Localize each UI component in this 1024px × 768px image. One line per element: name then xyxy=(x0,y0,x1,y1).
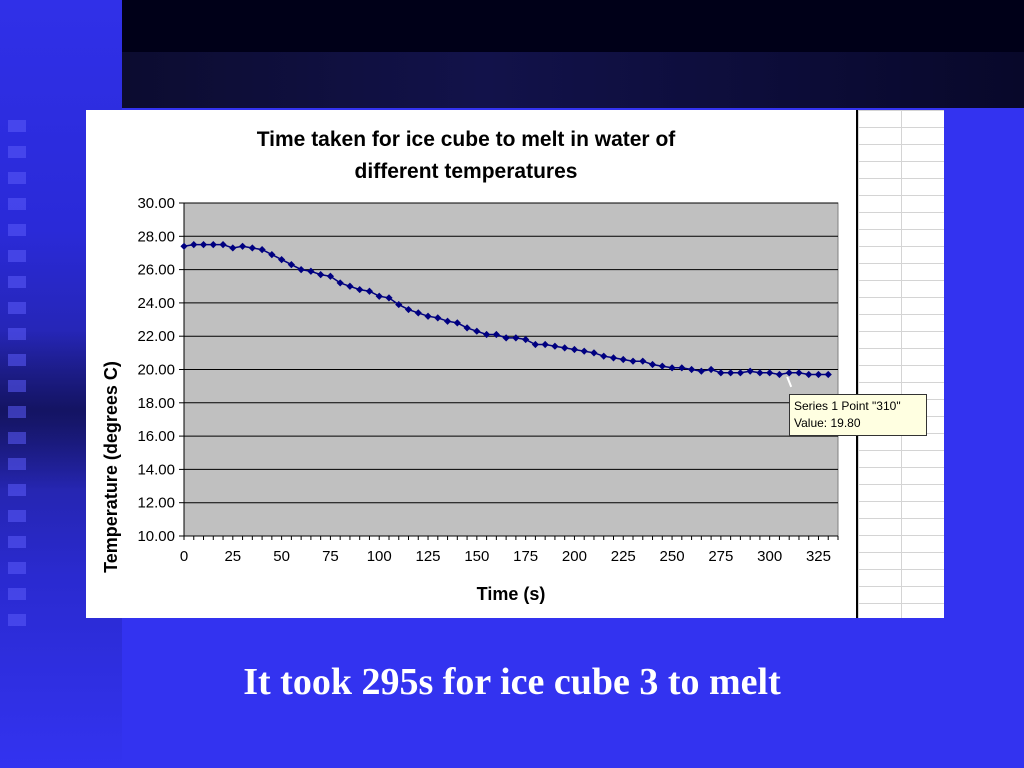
data-point xyxy=(717,369,725,377)
y-axis-label: Temperature (degrees C) xyxy=(101,361,121,573)
data-point xyxy=(551,342,559,350)
chart-title-line-1: Time taken for ice cube to melt in water… xyxy=(256,128,676,151)
tooltip-pointer xyxy=(786,376,793,388)
data-point xyxy=(648,360,657,369)
data-point xyxy=(258,246,266,254)
data-point xyxy=(795,369,803,377)
data-point xyxy=(707,365,715,374)
data-point xyxy=(502,334,510,342)
data-point xyxy=(736,369,744,377)
y-tick-label: 14.00 xyxy=(137,461,175,478)
data-point xyxy=(824,370,832,379)
tooltip-series-point: Series 1 Point "310" xyxy=(794,399,901,413)
data-point xyxy=(697,367,705,375)
y-tick-label: 30.00 xyxy=(137,195,175,212)
data-point xyxy=(512,334,520,342)
x-tick-label: 25 xyxy=(224,548,241,565)
spreadsheet-grid[interactable] xyxy=(856,110,944,618)
y-tick-label: 24.00 xyxy=(137,295,175,312)
data-point xyxy=(775,370,784,379)
x-tick-label: 150 xyxy=(464,548,489,565)
chart-title-line-2: different temperatures xyxy=(354,160,578,183)
data-point xyxy=(375,292,383,300)
data-point xyxy=(727,369,735,377)
top-gradient-band xyxy=(122,52,1024,108)
data-point xyxy=(482,330,491,339)
x-axis-label: Time (s) xyxy=(476,584,546,604)
data-point-tooltip: Series 1 Point "310" Value: 19.80 xyxy=(789,394,927,436)
x-tick-label: 100 xyxy=(367,548,392,565)
x-tick-label: 300 xyxy=(757,548,782,565)
y-tick-label: 16.00 xyxy=(137,428,175,445)
x-tick-label: 325 xyxy=(806,548,831,565)
y-tick-label: 10.00 xyxy=(137,528,175,545)
data-point xyxy=(785,369,793,377)
data-point xyxy=(346,282,354,290)
data-point xyxy=(756,369,764,377)
data-point xyxy=(463,324,471,332)
data-point xyxy=(199,241,208,249)
data-point xyxy=(531,340,540,349)
y-tick-label: 20.00 xyxy=(137,362,175,379)
data-point xyxy=(365,287,374,295)
y-tick-label: 26.00 xyxy=(137,262,175,279)
data-point xyxy=(395,300,403,309)
data-point xyxy=(619,355,627,364)
data-point xyxy=(434,314,442,322)
data-point xyxy=(326,272,335,280)
data-point xyxy=(404,305,413,314)
left-strip-squares xyxy=(8,120,26,640)
tooltip-value: Value: 19.80 xyxy=(794,416,861,430)
chart-title: Time taken for ice cube to melt in water… xyxy=(186,124,746,188)
data-point xyxy=(238,242,247,250)
x-tick-label: 50 xyxy=(273,548,290,565)
data-point xyxy=(805,370,813,379)
x-tick-label: 75 xyxy=(322,548,339,565)
data-point xyxy=(580,347,588,355)
data-point xyxy=(209,241,217,249)
x-tick-label: 125 xyxy=(416,548,441,565)
data-point xyxy=(219,241,227,249)
x-tick-label: 225 xyxy=(611,548,636,565)
data-point xyxy=(424,312,432,320)
y-tick-label: 28.00 xyxy=(137,228,175,245)
data-point xyxy=(814,370,823,379)
x-tick-label: 0 xyxy=(180,548,188,565)
y-tick-label: 18.00 xyxy=(137,395,175,412)
x-tick-label: 175 xyxy=(513,548,538,565)
data-point xyxy=(453,319,461,327)
data-point xyxy=(590,349,598,357)
data-point xyxy=(629,357,637,365)
x-tick-label: 275 xyxy=(708,548,733,565)
data-point xyxy=(600,352,608,360)
x-tick-label: 200 xyxy=(562,548,587,565)
data-point xyxy=(746,367,754,375)
data-point xyxy=(678,364,686,372)
data-point xyxy=(639,357,647,365)
y-tick-label: 12.00 xyxy=(137,495,175,512)
data-point xyxy=(687,365,696,374)
chart-area[interactable]: 10.00 12.00 14.00 16.00 18.00 20.00 22.00 24.00… xyxy=(86,110,856,618)
slide-caption: It took 295s for ice cube 3 to melt xyxy=(243,661,781,703)
x-tick-label: 250 xyxy=(660,548,685,565)
data-point xyxy=(522,335,530,344)
data-point xyxy=(658,362,666,370)
data-point xyxy=(190,241,198,249)
data-point xyxy=(766,369,774,377)
data-point xyxy=(229,244,237,252)
data-point xyxy=(385,294,393,302)
y-tick-label: 22.00 xyxy=(137,328,175,345)
chart-svg: 10.00 12.00 14.00 16.00 18.00 20.00 22.00 24.00… xyxy=(137,195,839,565)
data-point xyxy=(561,344,569,352)
data-point xyxy=(180,242,188,250)
data-point xyxy=(668,364,676,372)
top-dark-band xyxy=(122,0,1024,52)
data-point xyxy=(248,244,256,252)
